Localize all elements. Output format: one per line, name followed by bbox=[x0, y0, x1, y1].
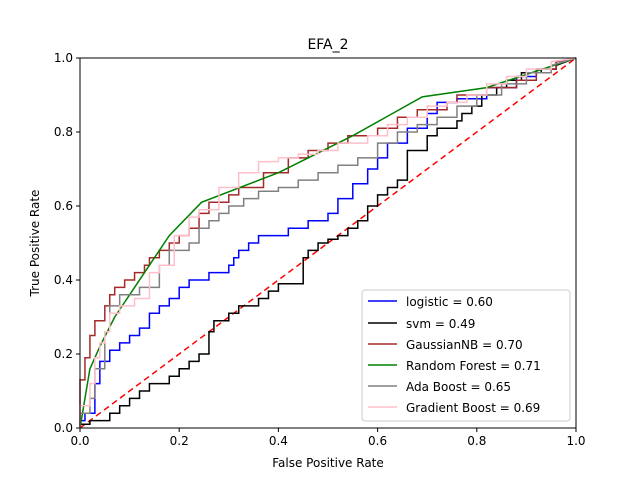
roc-curve-svm bbox=[79, 57, 577, 428]
x-tick-label: 0.8 bbox=[467, 434, 486, 448]
y-tick-label: 0.2 bbox=[54, 347, 73, 361]
x-axis-label: False Positive Rate bbox=[272, 456, 384, 470]
legend-label-logistic: logistic = 0.60 bbox=[406, 295, 493, 309]
x-axis-ticks: 0.0 0.2 0.4 0.6 0.8 1.0 bbox=[70, 428, 586, 448]
legend-label-ada-boost: Ada Boost = 0.65 bbox=[406, 380, 511, 394]
y-tick-label: 1.0 bbox=[54, 51, 73, 65]
y-tick-label: 0.6 bbox=[54, 199, 73, 213]
chance-diagonal-line bbox=[79, 57, 577, 429]
x-tick-label: 0.0 bbox=[70, 434, 89, 448]
legend-label-svm: svm = 0.49 bbox=[406, 317, 475, 331]
y-axis-label: True Positive Rate bbox=[28, 190, 42, 298]
legend: logistic = 0.60 svm = 0.49 GaussianNB = … bbox=[361, 289, 571, 422]
plot-frame bbox=[79, 57, 577, 429]
legend-label-gaussiannb: GaussianNB = 0.70 bbox=[406, 338, 523, 352]
y-tick-label: 0.4 bbox=[54, 273, 73, 287]
roc-curve-gradient-boost bbox=[79, 57, 577, 428]
legend-box bbox=[361, 289, 571, 422]
legend-label-random-forest: Random Forest = 0.71 bbox=[406, 359, 541, 373]
roc-curve-random-forest bbox=[79, 57, 577, 429]
x-tick-label: 0.2 bbox=[170, 434, 189, 448]
x-tick-label: 0.6 bbox=[368, 434, 387, 448]
chart-title: EFA_2 bbox=[307, 37, 348, 53]
y-tick-label: 0.8 bbox=[54, 125, 73, 139]
x-tick-label: 0.4 bbox=[269, 434, 288, 448]
legend-label-gradient-boost: Gradient Boost = 0.69 bbox=[406, 401, 540, 415]
series-lines bbox=[79, 57, 577, 429]
y-tick-label: 0.0 bbox=[54, 421, 73, 435]
x-tick-label: 1.0 bbox=[566, 434, 585, 448]
